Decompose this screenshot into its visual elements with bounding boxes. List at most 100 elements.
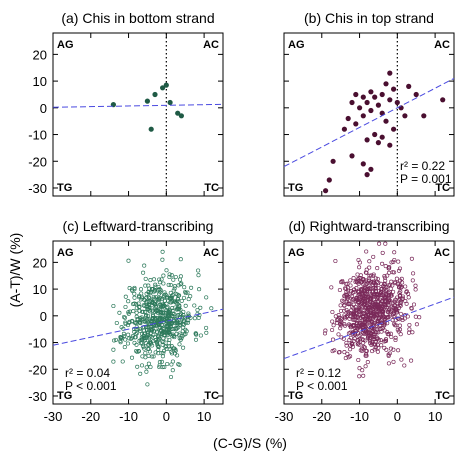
data-point bbox=[165, 315, 170, 320]
data-point bbox=[157, 315, 162, 320]
data-point bbox=[375, 140, 381, 146]
data-point bbox=[140, 317, 145, 322]
data-point bbox=[389, 293, 394, 298]
data-point bbox=[171, 288, 176, 293]
quadrant-label-tl: AG bbox=[57, 247, 74, 259]
data-point bbox=[342, 303, 347, 308]
data-point bbox=[196, 268, 201, 273]
data-point bbox=[351, 314, 356, 320]
quadrant-label-tl: AG bbox=[288, 247, 305, 259]
data-point bbox=[378, 326, 383, 332]
data-point bbox=[351, 302, 356, 307]
data-point bbox=[363, 315, 368, 320]
data-point bbox=[138, 337, 143, 343]
data-point bbox=[196, 273, 201, 278]
data-point bbox=[384, 291, 389, 296]
data-point bbox=[331, 323, 336, 328]
data-point bbox=[398, 311, 403, 316]
data-point bbox=[184, 329, 189, 334]
data-point bbox=[175, 110, 181, 116]
data-point bbox=[413, 314, 418, 319]
data-point bbox=[171, 299, 176, 304]
data-point bbox=[155, 319, 161, 324]
data-point bbox=[357, 276, 362, 281]
data-point bbox=[175, 319, 180, 324]
data-point bbox=[393, 337, 398, 343]
data-point bbox=[356, 293, 361, 298]
data-point bbox=[361, 330, 366, 335]
data-point bbox=[160, 249, 165, 254]
data-point bbox=[386, 352, 391, 357]
data-point bbox=[400, 296, 405, 301]
data-point bbox=[152, 301, 157, 306]
data-point bbox=[178, 274, 183, 279]
data-point bbox=[132, 295, 137, 300]
data-point bbox=[354, 297, 359, 302]
data-point bbox=[398, 289, 403, 294]
data-point bbox=[172, 284, 177, 289]
data-point bbox=[390, 283, 395, 288]
quadrant-label-bl: TG bbox=[57, 390, 72, 402]
data-point bbox=[399, 285, 404, 290]
x-tick-label: -30 bbox=[275, 409, 294, 424]
data-point bbox=[357, 374, 362, 379]
data-point bbox=[172, 351, 178, 356]
data-point bbox=[330, 337, 336, 342]
data-point bbox=[143, 283, 148, 288]
data-point bbox=[393, 335, 398, 340]
data-point bbox=[157, 280, 162, 285]
data-point bbox=[165, 324, 171, 329]
data-point bbox=[125, 323, 131, 328]
data-point bbox=[373, 345, 378, 350]
data-point bbox=[150, 306, 155, 311]
data-point bbox=[395, 310, 400, 315]
data-point bbox=[413, 283, 418, 288]
y-tick-label: 20 bbox=[33, 47, 47, 62]
data-point bbox=[348, 347, 353, 352]
data-point bbox=[140, 354, 145, 359]
trend-line bbox=[283, 296, 455, 360]
data-point bbox=[177, 331, 182, 336]
data-point bbox=[385, 273, 390, 278]
data-point bbox=[406, 330, 412, 335]
data-point bbox=[178, 257, 183, 262]
y-tick-label: -30 bbox=[28, 181, 47, 196]
x-tick-label: -30 bbox=[44, 409, 63, 424]
data-point bbox=[354, 279, 359, 284]
data-point bbox=[344, 340, 349, 345]
data-point bbox=[151, 354, 156, 359]
data-point bbox=[387, 307, 392, 312]
data-point bbox=[363, 298, 368, 304]
data-point bbox=[356, 300, 361, 305]
data-point bbox=[373, 311, 378, 317]
data-point bbox=[151, 277, 157, 282]
data-point bbox=[147, 309, 153, 314]
data-point bbox=[139, 294, 144, 299]
data-point bbox=[164, 305, 170, 311]
data-point bbox=[379, 343, 384, 348]
quadrant-label-br: TC bbox=[204, 390, 219, 402]
data-point bbox=[144, 98, 150, 104]
plot-frame bbox=[52, 240, 224, 405]
data-point bbox=[160, 257, 165, 262]
data-point bbox=[149, 287, 154, 292]
data-point bbox=[389, 304, 394, 310]
data-point bbox=[387, 142, 393, 148]
data-point bbox=[196, 315, 201, 320]
data-point bbox=[168, 282, 173, 288]
data-points bbox=[322, 241, 422, 379]
data-point bbox=[349, 99, 355, 106]
data-point bbox=[376, 285, 381, 291]
data-point bbox=[326, 177, 332, 183]
data-point bbox=[198, 333, 203, 338]
data-point bbox=[164, 268, 169, 273]
data-point bbox=[111, 303, 116, 309]
data-point bbox=[388, 309, 393, 314]
data-point bbox=[155, 330, 160, 335]
data-point bbox=[204, 325, 209, 330]
data-point bbox=[158, 304, 163, 309]
data-point bbox=[396, 259, 401, 264]
data-point bbox=[142, 336, 147, 341]
data-point bbox=[348, 283, 353, 288]
data-point bbox=[377, 241, 382, 246]
